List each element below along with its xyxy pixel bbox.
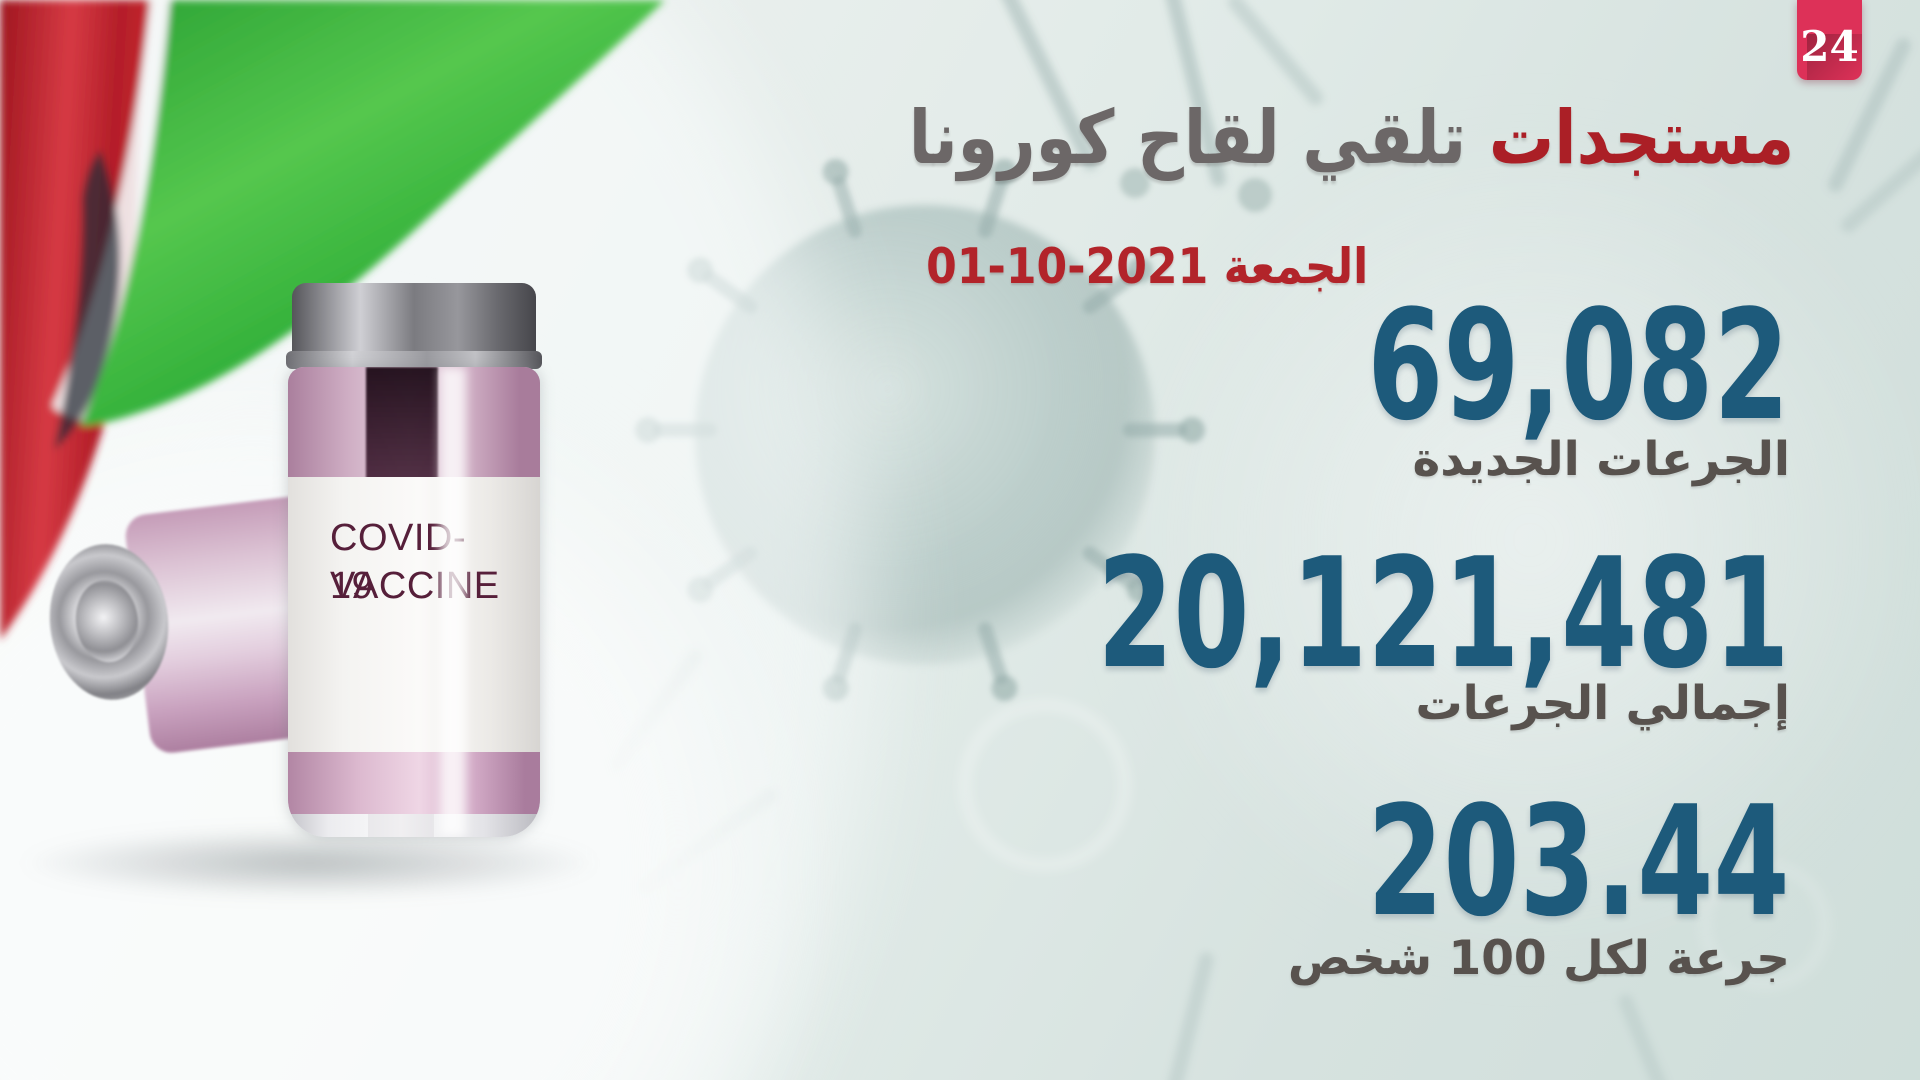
virus-spike xyxy=(1123,423,1187,437)
virus-knob xyxy=(1120,168,1150,198)
vial-cap xyxy=(292,283,536,357)
date-label: الجمعة 2021-10-01 xyxy=(925,238,1368,295)
virus-stalk xyxy=(1224,0,1327,109)
vial-cap-ring xyxy=(286,351,542,369)
stat-new-doses-value: 69,082 xyxy=(1367,277,1790,454)
page-title: مستجدات تلقي لقاح كورونا xyxy=(908,95,1794,181)
stat-total-doses-label: إجمالي الجرعات xyxy=(1415,676,1790,731)
background-glow xyxy=(1120,120,1920,960)
flag-white-stripe xyxy=(52,0,178,422)
vaccine-vial-main: COVID-19 VACCINE xyxy=(286,283,542,837)
stat-doses-per-100-value: 203.44 xyxy=(1367,773,1790,950)
bokeh-circle xyxy=(960,700,1130,870)
vial-dark-reflection xyxy=(366,367,438,479)
vial-glass-shine xyxy=(440,367,466,837)
stat-total-doses-value: 20,121,481 xyxy=(1097,525,1790,702)
channel-24-logo: 24 xyxy=(1800,22,1859,71)
flag-green-band xyxy=(80,0,665,426)
vial-liquid-bottom xyxy=(288,752,540,814)
stat-new-doses-label: الجرعات الجديدة xyxy=(1412,432,1790,487)
headline-highlight: مستجدات xyxy=(1488,95,1794,181)
headline-rest: تلقي لقاح كورونا xyxy=(908,95,1466,181)
virus-stalk xyxy=(1159,950,1216,1080)
stat-doses-per-100-label: جرعة لكل 100 شخص xyxy=(1287,931,1790,986)
vial-glass-body: COVID-19 VACCINE xyxy=(288,367,540,837)
virus-knob xyxy=(1238,178,1272,212)
channel-24-badge: 24 xyxy=(1797,0,1862,80)
vial-ground-shadow xyxy=(20,828,600,898)
virus-stalk xyxy=(1616,991,1679,1080)
flag-black-stripe xyxy=(54,150,121,450)
uae-flag xyxy=(0,0,665,640)
bokeh-circle xyxy=(1700,860,1830,990)
vial-label: COVID-19 VACCINE xyxy=(288,477,540,752)
vial-label-line2: VACCINE xyxy=(330,564,500,607)
